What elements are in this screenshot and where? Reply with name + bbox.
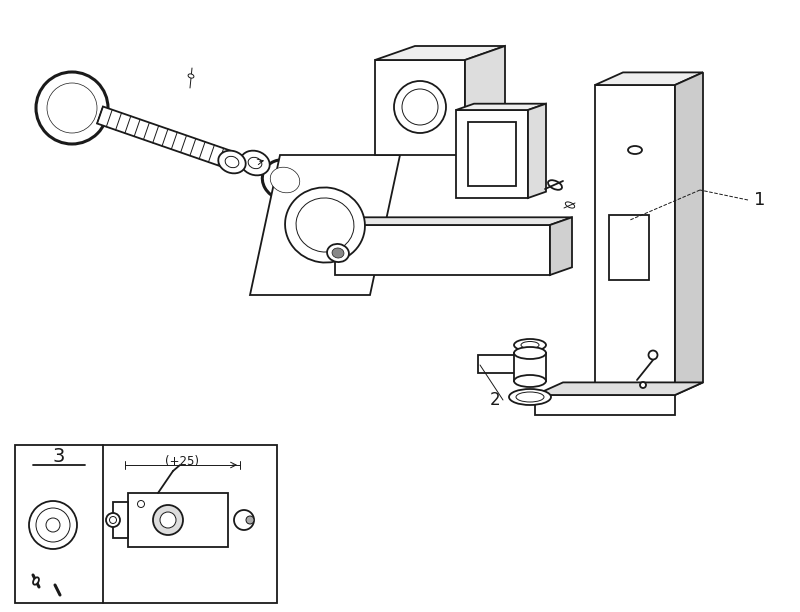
Polygon shape <box>609 215 649 280</box>
Polygon shape <box>550 217 572 275</box>
Ellipse shape <box>36 508 70 542</box>
Polygon shape <box>456 110 528 198</box>
Ellipse shape <box>402 89 438 125</box>
Ellipse shape <box>262 160 308 200</box>
Ellipse shape <box>566 202 574 208</box>
Text: 3: 3 <box>53 447 65 466</box>
Polygon shape <box>528 103 546 198</box>
Ellipse shape <box>270 167 300 193</box>
Ellipse shape <box>640 382 646 388</box>
Polygon shape <box>335 217 572 225</box>
Ellipse shape <box>225 156 239 168</box>
Polygon shape <box>675 72 703 395</box>
Polygon shape <box>375 46 505 60</box>
Polygon shape <box>97 106 233 168</box>
Ellipse shape <box>332 248 344 258</box>
Polygon shape <box>465 46 505 155</box>
Ellipse shape <box>514 339 546 351</box>
Ellipse shape <box>246 516 254 524</box>
Ellipse shape <box>394 81 446 133</box>
Ellipse shape <box>188 74 194 78</box>
Ellipse shape <box>649 351 658 359</box>
Ellipse shape <box>509 389 551 405</box>
Polygon shape <box>535 395 675 415</box>
Ellipse shape <box>33 577 39 584</box>
Ellipse shape <box>218 151 246 173</box>
Polygon shape <box>478 355 520 373</box>
Polygon shape <box>535 382 703 395</box>
Polygon shape <box>250 155 400 295</box>
Polygon shape <box>15 445 277 603</box>
Ellipse shape <box>36 72 108 144</box>
Ellipse shape <box>516 392 544 402</box>
Polygon shape <box>456 103 546 110</box>
Polygon shape <box>514 353 546 381</box>
Ellipse shape <box>160 512 176 528</box>
Text: (+25): (+25) <box>166 455 199 468</box>
Ellipse shape <box>110 517 117 523</box>
Ellipse shape <box>327 244 349 262</box>
Ellipse shape <box>521 341 539 348</box>
Ellipse shape <box>138 501 145 507</box>
Ellipse shape <box>628 146 642 154</box>
Polygon shape <box>113 502 128 538</box>
Polygon shape <box>128 493 228 547</box>
Polygon shape <box>335 225 550 275</box>
Ellipse shape <box>106 513 120 527</box>
Ellipse shape <box>240 151 270 176</box>
Polygon shape <box>595 85 675 395</box>
Text: 1: 1 <box>754 191 766 209</box>
Ellipse shape <box>548 180 562 190</box>
Text: 2: 2 <box>490 391 500 409</box>
Ellipse shape <box>296 198 354 252</box>
Ellipse shape <box>514 347 546 359</box>
Ellipse shape <box>248 157 262 169</box>
Polygon shape <box>595 72 703 85</box>
Polygon shape <box>375 60 465 155</box>
Ellipse shape <box>46 518 60 532</box>
Ellipse shape <box>234 510 254 530</box>
Ellipse shape <box>514 375 546 387</box>
Polygon shape <box>468 122 516 186</box>
Ellipse shape <box>285 187 365 263</box>
Ellipse shape <box>153 505 183 535</box>
Ellipse shape <box>47 83 97 133</box>
